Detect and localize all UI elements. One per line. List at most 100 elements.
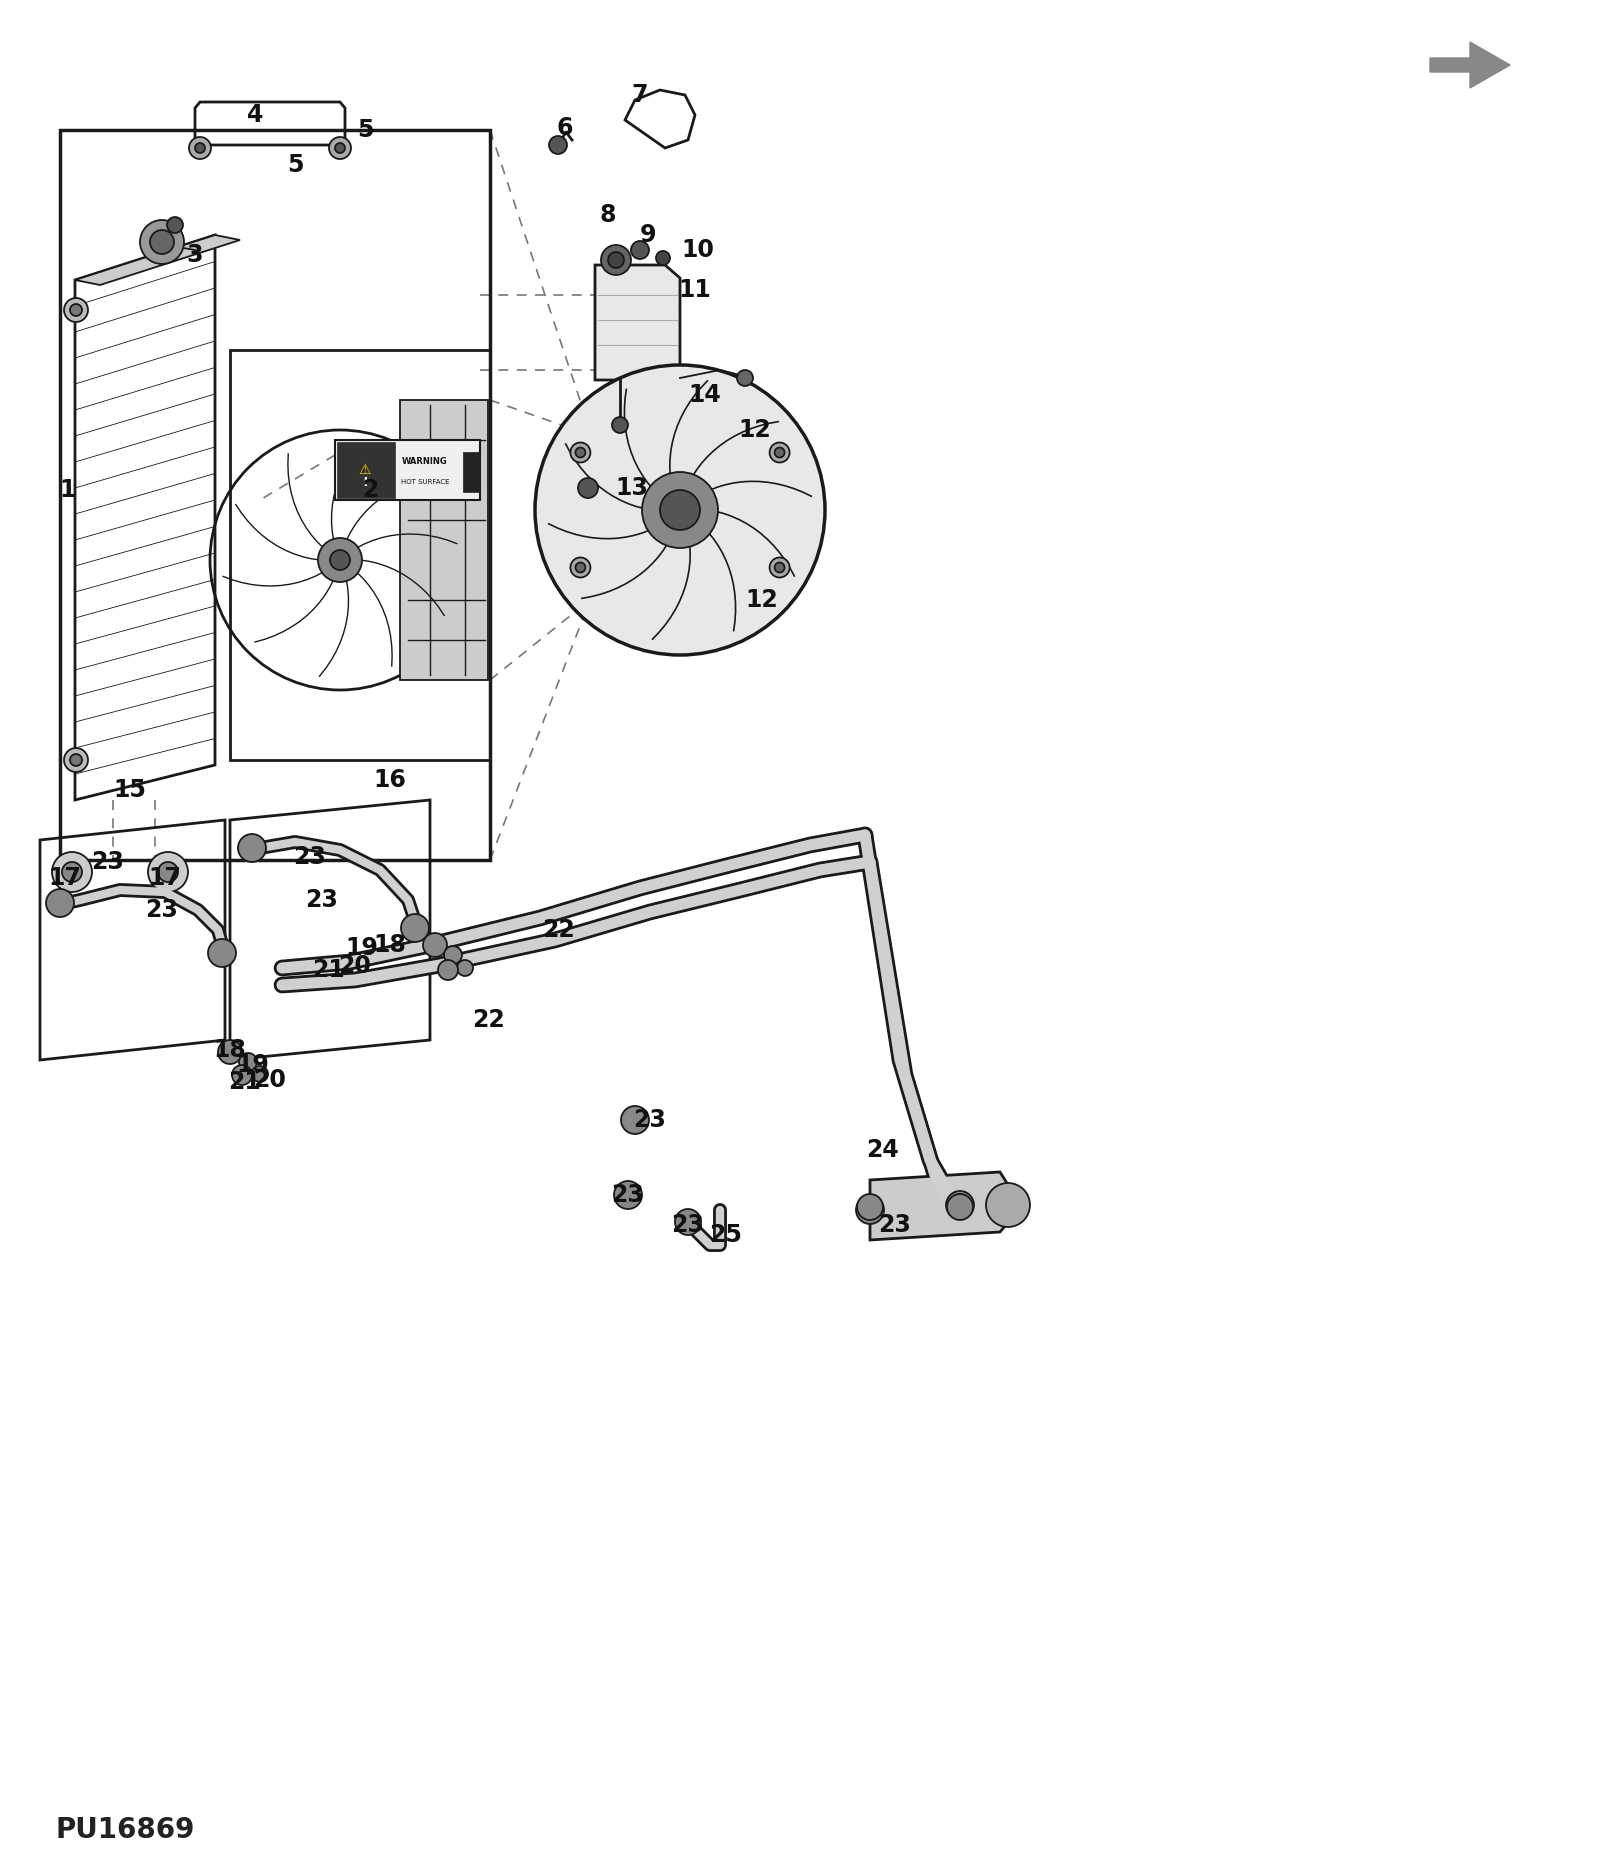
Text: 18: 18 [213, 1037, 246, 1062]
Text: 20: 20 [253, 1067, 286, 1092]
Circle shape [62, 862, 82, 883]
Polygon shape [400, 399, 488, 679]
Text: 23: 23 [878, 1213, 912, 1237]
Text: 23: 23 [306, 888, 339, 912]
Text: 21: 21 [312, 957, 344, 982]
Text: 21: 21 [229, 1069, 261, 1093]
Polygon shape [342, 448, 387, 493]
Text: 5: 5 [357, 118, 373, 142]
Circle shape [208, 939, 237, 967]
Circle shape [150, 230, 174, 254]
Text: 16: 16 [373, 769, 406, 791]
Circle shape [51, 853, 93, 892]
Text: 22: 22 [542, 918, 574, 942]
Circle shape [438, 959, 458, 980]
Circle shape [858, 1194, 883, 1220]
Circle shape [770, 442, 789, 463]
Circle shape [621, 1107, 650, 1135]
Text: 22: 22 [472, 1008, 504, 1032]
Circle shape [458, 959, 474, 976]
Circle shape [534, 366, 826, 655]
Circle shape [946, 1191, 974, 1218]
Polygon shape [595, 265, 680, 381]
Text: 10: 10 [682, 239, 715, 261]
Circle shape [330, 136, 350, 159]
Circle shape [576, 562, 586, 573]
Text: 17: 17 [48, 866, 82, 890]
Circle shape [402, 914, 429, 942]
Circle shape [318, 537, 362, 582]
Text: 11: 11 [678, 278, 712, 302]
Text: 14: 14 [688, 383, 722, 407]
Text: WARNING: WARNING [402, 457, 448, 466]
Text: 9: 9 [640, 224, 656, 246]
Polygon shape [75, 235, 240, 285]
Text: 23: 23 [91, 851, 125, 873]
Circle shape [576, 448, 586, 457]
Text: 23: 23 [634, 1108, 667, 1133]
Bar [462, 452, 480, 493]
Text: 7: 7 [632, 82, 648, 106]
Circle shape [334, 144, 346, 153]
Text: 3: 3 [187, 243, 203, 267]
Circle shape [189, 136, 211, 159]
Circle shape [141, 220, 184, 263]
Text: 23: 23 [611, 1183, 645, 1207]
Text: 15: 15 [114, 778, 147, 802]
Text: 20: 20 [339, 954, 371, 978]
Circle shape [856, 1196, 883, 1224]
Circle shape [158, 862, 178, 883]
Circle shape [571, 442, 590, 463]
Text: 17: 17 [149, 866, 181, 890]
Circle shape [549, 136, 566, 155]
Text: 19: 19 [237, 1052, 269, 1077]
Text: 23: 23 [146, 898, 179, 922]
Bar [61, 131, 490, 860]
Circle shape [238, 834, 266, 862]
Text: 4: 4 [246, 103, 262, 127]
Circle shape [661, 491, 701, 530]
Circle shape [675, 1209, 701, 1235]
Circle shape [64, 748, 88, 773]
Text: 1: 1 [59, 478, 77, 502]
Text: 18: 18 [373, 933, 406, 957]
Circle shape [770, 558, 789, 577]
Circle shape [218, 1039, 242, 1064]
Text: 6: 6 [557, 116, 573, 140]
Polygon shape [870, 1172, 1010, 1241]
Bar [334, 440, 480, 500]
Text: 12: 12 [746, 588, 778, 612]
Text: 8: 8 [600, 203, 616, 228]
Text: 23: 23 [672, 1213, 704, 1237]
Circle shape [70, 304, 82, 315]
Bar [230, 351, 490, 759]
Text: ⚠: ⚠ [358, 463, 371, 478]
Text: 12: 12 [739, 418, 771, 442]
Circle shape [608, 252, 624, 269]
Circle shape [578, 478, 598, 498]
Circle shape [774, 562, 784, 573]
Text: 25: 25 [709, 1222, 742, 1246]
Polygon shape [1430, 43, 1510, 88]
Text: 19: 19 [346, 937, 379, 959]
Text: HOT SURFACE: HOT SURFACE [400, 480, 450, 485]
Circle shape [232, 1065, 253, 1084]
Circle shape [571, 558, 590, 577]
Circle shape [422, 933, 446, 957]
Text: !: ! [362, 476, 368, 489]
Circle shape [642, 472, 718, 549]
Text: 23: 23 [293, 845, 326, 870]
Circle shape [445, 946, 462, 965]
Text: 24: 24 [866, 1138, 898, 1163]
Text: 5: 5 [286, 153, 304, 177]
Circle shape [330, 550, 350, 569]
Circle shape [656, 252, 670, 265]
Text: PU16869: PU16869 [54, 1816, 194, 1844]
Circle shape [986, 1183, 1030, 1228]
Bar [338, 442, 395, 498]
Circle shape [947, 1194, 973, 1220]
Circle shape [166, 216, 182, 233]
Circle shape [630, 241, 650, 259]
Text: 2: 2 [362, 478, 378, 502]
Circle shape [774, 448, 784, 457]
